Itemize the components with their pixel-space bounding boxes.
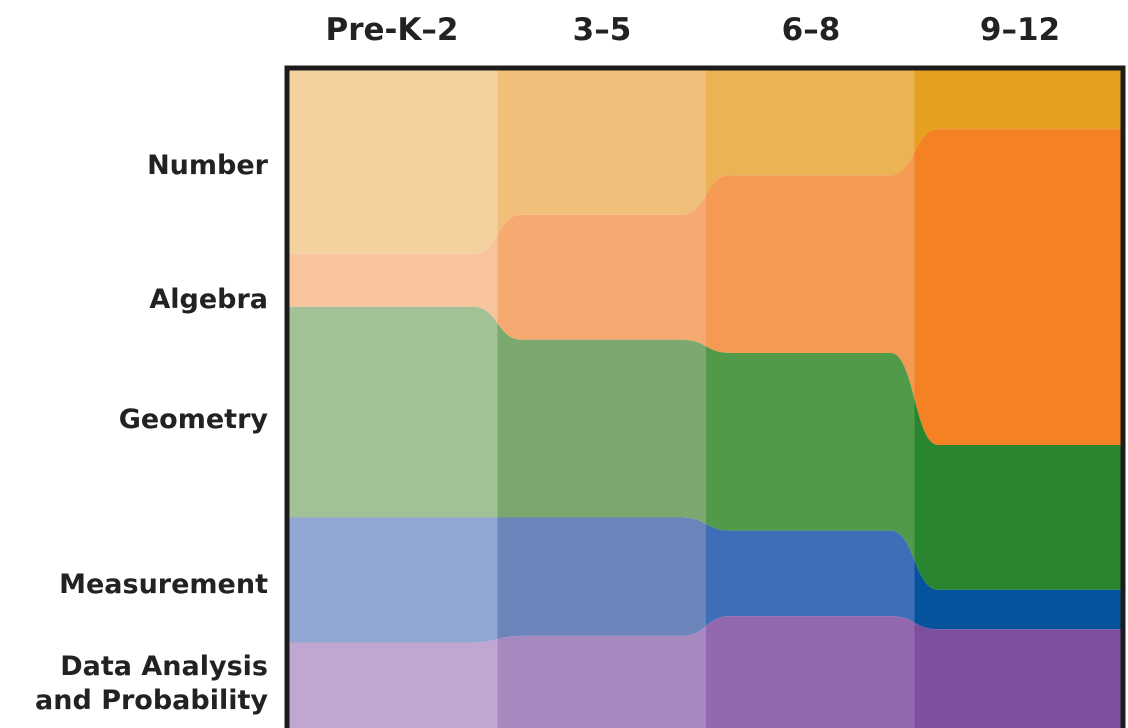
strand-label-measurement: Measurement: [59, 569, 268, 600]
strand-label-data-analysis: Data Analysis and Probability: [35, 650, 268, 718]
strand-label-algebra: Algebra: [149, 284, 268, 315]
area-number: [289, 70, 1123, 255]
grade-label-6-8: 6–8: [781, 12, 841, 48]
area-measurement: [289, 517, 1123, 643]
grade-label-prek-2: Pre-K–2: [325, 12, 459, 48]
strand-label-geometry: Geometry: [118, 404, 268, 435]
chart-frame: [284, 65, 1126, 728]
area-geometry: [289, 306, 1123, 590]
area-algebra: [289, 129, 1123, 446]
area-data-analysis-and-probability: [289, 616, 1123, 728]
strand-label-data-line2: and Probability: [35, 685, 268, 716]
grade-label-3-5: 3–5: [572, 12, 632, 48]
grade-label-9-12: 9–12: [979, 12, 1061, 48]
strand-label-number: Number: [147, 150, 268, 181]
strand-label-data-line1: Data Analysis: [60, 651, 268, 682]
